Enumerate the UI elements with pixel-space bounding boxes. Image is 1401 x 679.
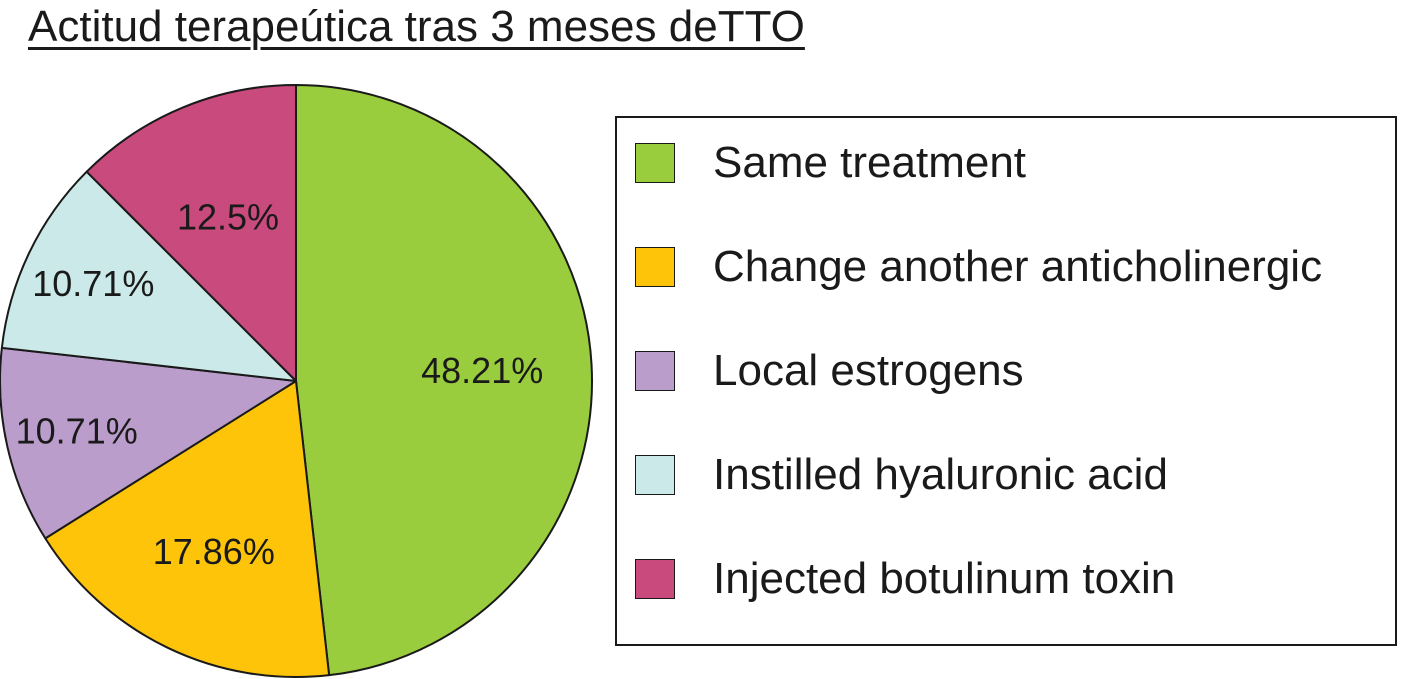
slice-label-1: 48.21% xyxy=(421,350,543,391)
legend-label: Local estrogens xyxy=(713,346,1024,395)
legend-item: Instilled hyaluronic acid xyxy=(635,450,1168,500)
pie-slice-2 xyxy=(44,380,331,678)
legend-swatch xyxy=(635,143,675,183)
legend-swatch xyxy=(635,455,675,495)
slice-label-2: 17.86% xyxy=(153,531,275,572)
legend-label: Injected botulinum toxin xyxy=(713,554,1176,603)
legend-item: Local estrogens xyxy=(635,346,1024,396)
legend-swatch xyxy=(635,247,675,287)
legend-item: Injected botulinum toxin xyxy=(635,554,1175,604)
legend: Same treatment Change another anticholine… xyxy=(615,116,1397,646)
legend-swatch xyxy=(635,559,675,599)
pie-slice-3 xyxy=(0,346,297,540)
legend-item: Same treatment xyxy=(635,138,1026,188)
legend-label: Same treatment xyxy=(713,138,1027,187)
slice-label-3: 10.71% xyxy=(16,411,138,452)
legend-label: Instilled hyaluronic acid xyxy=(713,450,1168,499)
legend-label: Change another anticholinergic xyxy=(713,242,1323,291)
legend-item: Change another anticholinergic xyxy=(635,242,1322,292)
pie-slice-1 xyxy=(295,84,593,677)
pie-slice-4 xyxy=(0,170,297,382)
pie-slices xyxy=(0,84,593,678)
slice-label-4: 10.71% xyxy=(32,263,154,304)
pie-slice-5 xyxy=(85,84,297,382)
chart-title: Actitud terapeútica tras 3 meses deTTO xyxy=(28,2,805,51)
slice-label-5: 12.5% xyxy=(177,196,279,237)
legend-swatch xyxy=(635,351,675,391)
pie-slice-labels: 48.21% 17.86% 10.71% 10.71% 12.5% xyxy=(16,196,544,572)
